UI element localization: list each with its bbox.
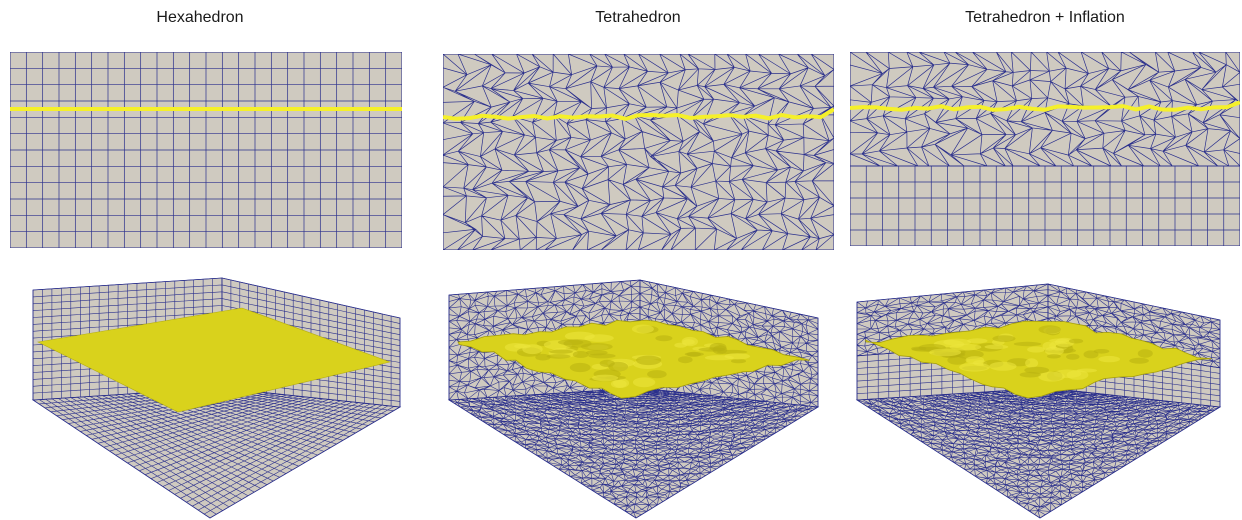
hex-3d-mesh — [31, 277, 402, 519]
tet-inflation-cross-section-mesh — [850, 52, 1240, 246]
tet-cross-section — [443, 54, 834, 250]
hex-3d-view — [10, 270, 410, 520]
title-hexahedron: Hexahedron — [156, 9, 244, 26]
title-tetrahedron: Tetrahedron — [595, 9, 681, 26]
tet-inflation-3d-mesh — [855, 283, 1222, 519]
hex-cross-section-mesh — [10, 52, 402, 248]
title-tetrahedron-inflation: Tetrahedron + Inflation — [965, 9, 1125, 26]
tet-inflation-cross-section — [850, 52, 1240, 246]
tet-inflation-3d-view — [848, 270, 1233, 520]
hex-cross-section — [10, 52, 402, 248]
tet-3d-view — [440, 270, 825, 520]
tet-cross-section-mesh — [443, 54, 834, 250]
tet-3d-mesh — [447, 279, 820, 519]
